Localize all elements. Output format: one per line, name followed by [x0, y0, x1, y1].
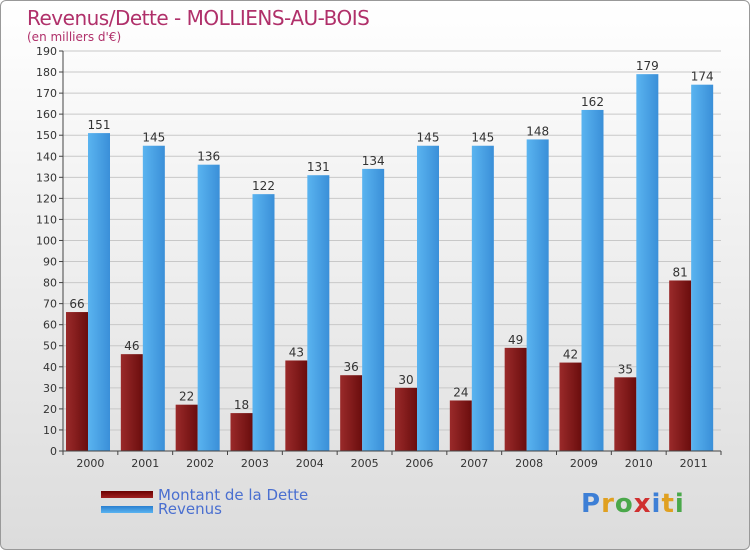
logo-letter: P	[581, 489, 602, 519]
bar-revenue	[471, 145, 494, 451]
logo-letter: x	[633, 489, 652, 519]
y-tick-label: 140	[36, 150, 57, 163]
data-label-debt: 42	[563, 348, 578, 362]
axes: 0 10 20 30 40 50 60 70 80 90 100 110 120 130 140 150 160…	[36, 45, 722, 470]
y-tick-label: 30	[43, 382, 57, 395]
x-tick-label: 2010	[625, 457, 653, 470]
y-tick-label: 190	[36, 45, 57, 58]
y-tick-label: 180	[36, 66, 57, 79]
y-tick-label: 100	[36, 234, 57, 247]
data-label-revenue: 151	[88, 118, 111, 132]
y-tick-label: 170	[36, 87, 57, 100]
chart-title: Revenus/Dette - MOLLIENS-AU-BOIS	[27, 6, 370, 30]
x-tick-label: 2002	[186, 457, 214, 470]
data-label-debt: 66	[69, 297, 84, 311]
logo-letter: i	[651, 489, 662, 519]
data-label-revenue: 122	[252, 179, 275, 193]
y-tick-label: 40	[43, 361, 57, 374]
bar-revenue	[526, 139, 549, 451]
y-tick-label: 90	[43, 256, 57, 269]
bar-revenue	[307, 175, 330, 452]
x-tick-label: 2011	[680, 457, 708, 470]
data-label-revenue: 179	[636, 59, 659, 73]
bar-revenue	[636, 74, 659, 451]
bar-debt	[230, 413, 253, 451]
data-label-debt: 30	[398, 373, 413, 387]
x-tick-label: 2006	[405, 457, 433, 470]
legend-swatch-debt	[101, 491, 153, 498]
bar-debt	[340, 375, 363, 451]
bar-revenue	[362, 168, 385, 452]
x-tick-label: 2005	[351, 457, 379, 470]
y-tick-label: 120	[36, 192, 57, 205]
y-tick-label: 70	[43, 298, 57, 311]
data-label-debt: 35	[618, 362, 633, 376]
y-tick-label: 10	[43, 424, 57, 437]
logo-letter: o	[614, 489, 634, 519]
data-labels: 66 46 22 18 43 36 30 24 49 42 35 81 151 145 136 122 131 1…	[69, 59, 713, 412]
bar-revenue	[581, 109, 604, 452]
x-tick-label: 2001	[131, 457, 159, 470]
legend-label-revenue: Revenus	[158, 500, 222, 518]
bar-debt	[449, 400, 472, 451]
y-tick-label: 160	[36, 108, 57, 121]
bars	[66, 74, 714, 452]
x-tick-label: 2004	[296, 457, 324, 470]
data-label-revenue: 145	[417, 131, 440, 145]
bar-revenue	[417, 145, 439, 451]
y-tick-label: 0	[50, 445, 57, 458]
x-tick-label: 2003	[241, 457, 269, 470]
y-tick-label: 150	[36, 129, 57, 142]
data-label-debt: 81	[673, 265, 688, 279]
data-label-revenue: 162	[581, 95, 604, 109]
data-label-debt: 18	[234, 398, 249, 412]
logo-letter: t	[661, 489, 675, 519]
bar-revenue	[88, 133, 110, 451]
proxiti-logo: Proxiti	[581, 489, 685, 519]
data-label-revenue: 145	[471, 131, 494, 145]
logo-letter: r	[601, 489, 615, 519]
y-tick-label: 80	[43, 277, 57, 290]
logo-letter: i	[674, 489, 685, 519]
bar-debt	[504, 347, 527, 451]
bar-debt	[559, 362, 582, 451]
data-label-revenue: 145	[142, 131, 165, 145]
x-tick-label: 2000	[76, 457, 104, 470]
data-label-revenue: 131	[307, 160, 330, 174]
data-label-revenue: 148	[526, 124, 549, 138]
bar-debt	[614, 377, 637, 451]
bar-debt	[285, 360, 308, 451]
legend-swatch-revenue	[101, 506, 153, 513]
data-label-debt: 36	[344, 360, 359, 374]
bar-debt	[175, 404, 198, 451]
bar-revenue	[142, 145, 165, 451]
data-label-debt: 22	[179, 390, 194, 404]
y-tick-label: 60	[43, 319, 57, 332]
data-label-revenue: 134	[362, 154, 385, 168]
data-label-revenue: 174	[691, 70, 714, 84]
x-tick-label: 2007	[460, 457, 488, 470]
bar-revenue	[197, 164, 220, 451]
legend-label-debt: Montant de la Dette	[158, 486, 309, 504]
data-label-debt: 24	[453, 385, 468, 399]
bar-debt	[395, 387, 417, 451]
bar-debt	[120, 354, 143, 451]
y-tick-label: 50	[43, 340, 57, 353]
y-tick-label: 110	[36, 213, 57, 226]
bar-debt	[669, 280, 692, 451]
data-label-debt: 46	[124, 339, 139, 353]
data-label-revenue: 136	[197, 150, 220, 164]
bar-revenue	[691, 84, 714, 452]
x-tick-label: 2009	[570, 457, 598, 470]
y-tick-label: 130	[36, 171, 57, 184]
data-label-debt: 49	[508, 333, 523, 347]
x-tick-label: 2008	[515, 457, 543, 470]
data-label-debt: 43	[289, 345, 304, 359]
bar-debt	[66, 312, 88, 451]
chart-subtitle: (en milliers d'€)	[27, 30, 122, 44]
bar-revenue	[252, 194, 275, 451]
y-tick-label: 20	[43, 403, 57, 416]
